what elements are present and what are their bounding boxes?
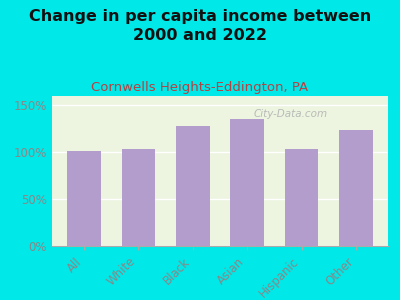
Text: City-Data.com: City-Data.com [254, 109, 328, 119]
Bar [176, 126, 210, 246]
Bar [122, 148, 155, 246]
Text: Change in per capita income between
2000 and 2022: Change in per capita income between 2000… [29, 9, 371, 43]
Text: Cornwells Heights-Eddington, PA: Cornwells Heights-Eddington, PA [92, 81, 308, 94]
Bar [285, 148, 318, 246]
Bar [67, 151, 101, 246]
Bar [230, 118, 264, 246]
Bar [339, 130, 373, 246]
